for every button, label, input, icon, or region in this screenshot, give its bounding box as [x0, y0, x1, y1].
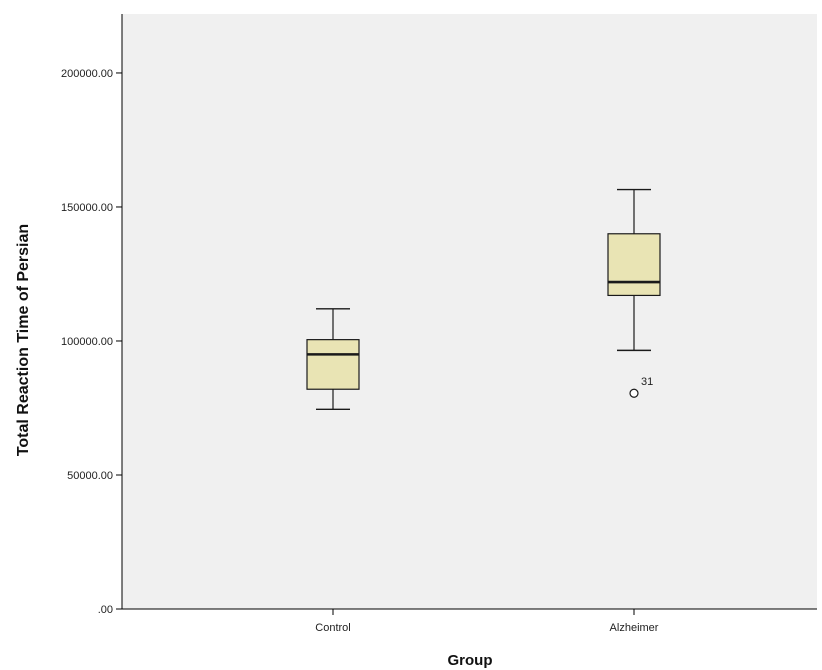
- y-tick-label: 50000.00: [67, 470, 113, 482]
- plot-background: [122, 14, 817, 609]
- y-tick-label: 200000.00: [61, 68, 113, 80]
- y-tick-label: 100000.00: [61, 336, 113, 348]
- y-axis-title: Total Reaction Time of Persian: [15, 224, 32, 456]
- x-tick-label: Alzheimer: [610, 622, 659, 634]
- x-axis-ticks: Control Alzheimer: [315, 609, 659, 634]
- iqr-box: [607, 233, 661, 297]
- outlier-label: 31: [641, 376, 653, 388]
- y-axis-ticks: .00 50000.00 100000.00 150000.00 200000.00: [61, 68, 122, 616]
- y-tick-label: 150000.00: [61, 202, 113, 214]
- y-tick-label: .00: [98, 604, 113, 616]
- iqr-box: [306, 339, 360, 390]
- box-alzheimer: 31: [607, 188, 661, 398]
- x-axis-title: Group: [448, 652, 493, 669]
- outlier-point: [629, 388, 639, 398]
- box-control: [306, 308, 360, 411]
- x-tick-label: Control: [315, 622, 350, 634]
- box-series: 31: [306, 188, 661, 411]
